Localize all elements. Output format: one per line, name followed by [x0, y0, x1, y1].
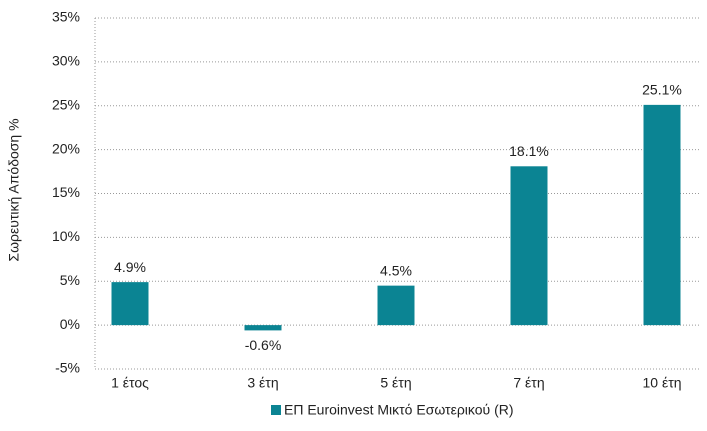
value-label: 4.9% — [114, 259, 146, 275]
value-label: -0.6% — [245, 337, 282, 353]
bar — [643, 104, 681, 326]
y-tick-label: 15% — [52, 184, 80, 200]
bar — [510, 166, 548, 326]
y-tick-label: 30% — [52, 53, 80, 69]
y-tick-label: 10% — [52, 228, 80, 244]
y-axis-label: Σωρευτική Απόδοση % — [6, 118, 22, 261]
x-tick-label: 7 έτη — [513, 375, 544, 391]
legend-swatch — [271, 405, 281, 415]
y-tick-label: 0% — [60, 316, 80, 332]
value-label: 18.1% — [509, 143, 549, 159]
bar — [111, 282, 149, 326]
y-tick-label: 25% — [52, 96, 80, 112]
y-tick-label: 20% — [52, 140, 80, 156]
x-tick-label: 1 έτος — [111, 375, 149, 391]
y-tick-label: -5% — [55, 360, 80, 376]
bar — [377, 285, 415, 326]
x-tick-label: 10 έτη — [642, 375, 681, 391]
x-tick-label: 5 έτη — [380, 375, 411, 391]
bar — [244, 325, 282, 331]
value-label: 4.5% — [380, 262, 412, 278]
y-tick-label: 35% — [52, 9, 80, 25]
y-tick-label: 5% — [60, 272, 80, 288]
legend-label: ΕΠ Euroinvest Μικτό Εσωτερικού (R) — [284, 402, 514, 418]
x-tick-label: 3 έτη — [247, 375, 278, 391]
value-label: 25.1% — [642, 82, 682, 98]
